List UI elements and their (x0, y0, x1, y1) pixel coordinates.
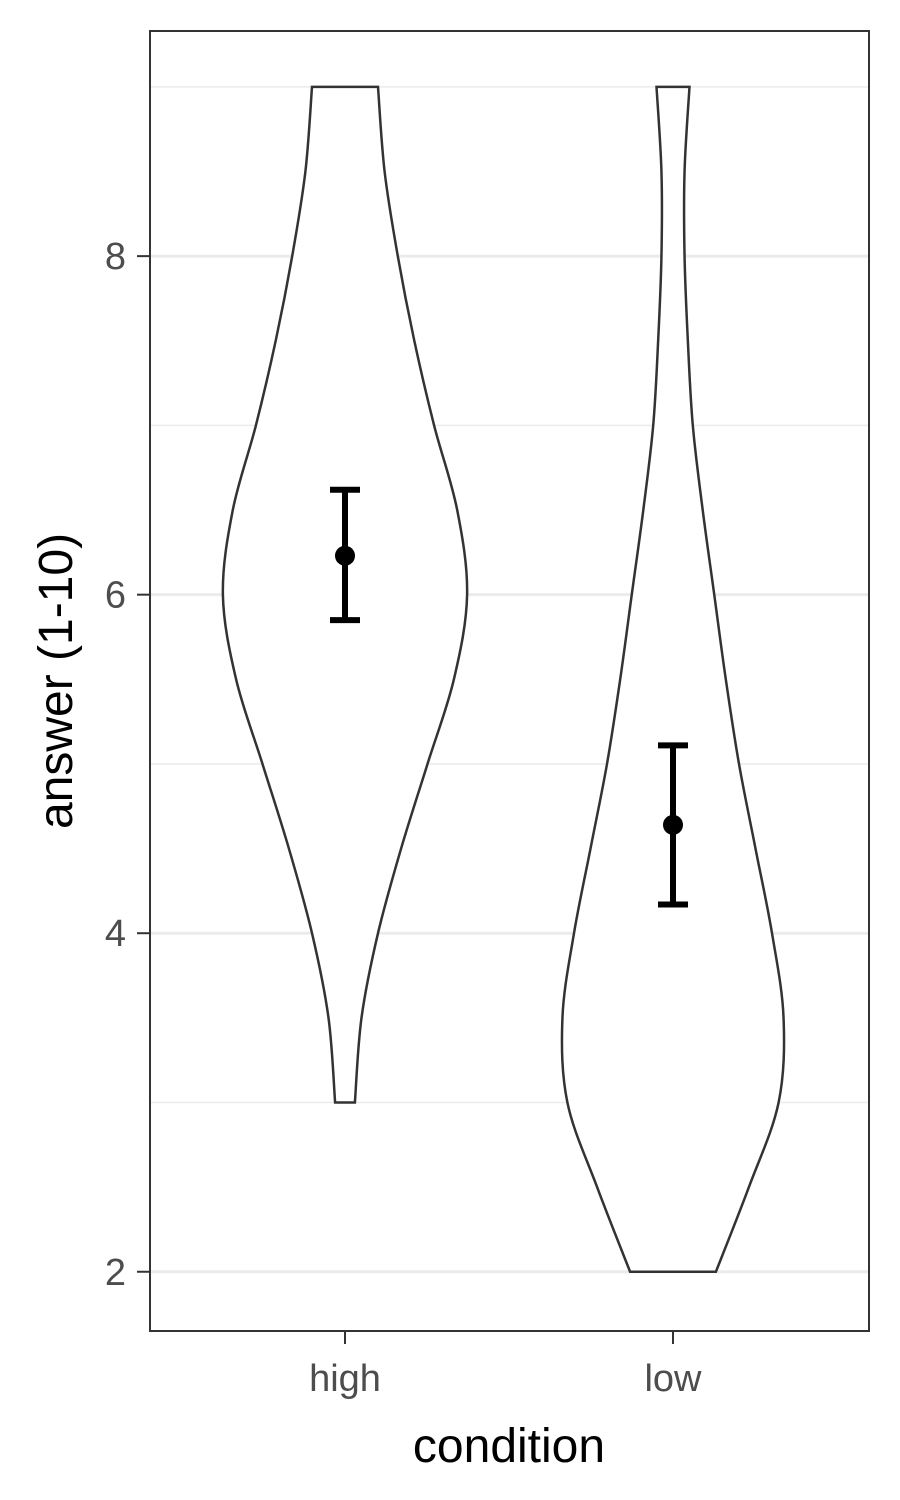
errorbar-low (658, 742, 688, 908)
violin-low (560, 85, 786, 1274)
x-tick-label: high (309, 1358, 381, 1400)
mean-point-high (335, 545, 355, 566)
y-axis-title: answer (1-10) (30, 533, 83, 829)
x-axis-title: condition (413, 1420, 605, 1473)
y-tick-label: 2 (105, 1252, 126, 1294)
axis-layer: 2 4 6 8 high low (105, 236, 702, 1400)
y-tick-label: 4 (105, 913, 126, 955)
summary-layer (330, 486, 688, 908)
y-tick-label: 8 (105, 236, 126, 278)
errorbar-high (330, 486, 360, 624)
x-tick-label: low (644, 1358, 702, 1400)
mean-point-low (663, 814, 683, 835)
y-tick-label: 6 (105, 575, 126, 617)
panel-border (149, 30, 870, 1332)
